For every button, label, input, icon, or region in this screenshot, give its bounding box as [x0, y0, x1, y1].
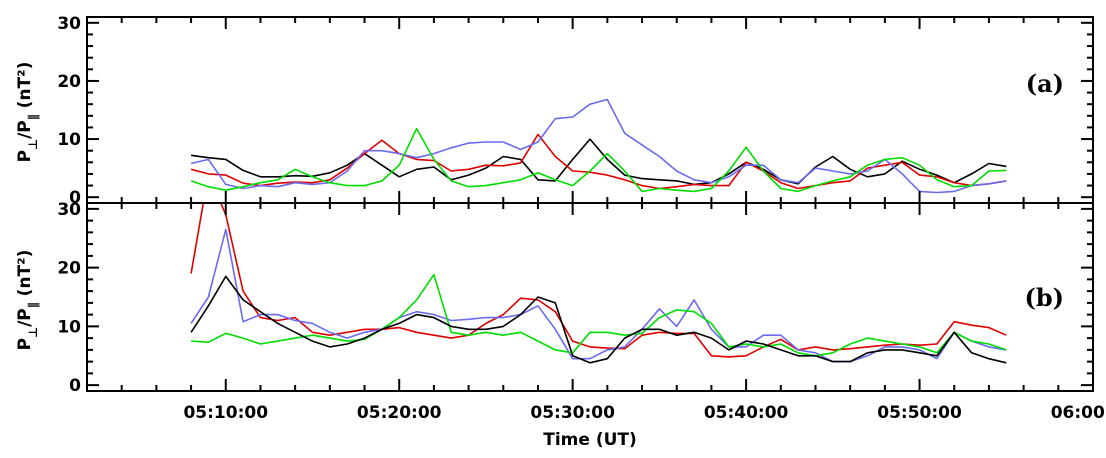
panel-a-ylabel: P⊥/P∥ (nT²): [15, 62, 40, 163]
x-tick-label: 06:00:00: [1051, 403, 1106, 423]
panel-a-tag: (a): [1026, 69, 1064, 98]
panel-b-ylabel: P⊥/P∥ (nT²): [15, 250, 40, 351]
panel-a-ytick-label: 10: [57, 130, 81, 150]
x-axis-title: Time (UT): [543, 430, 637, 450]
panel-a-axes: 0 10 20 30: [57, 14, 1094, 208]
panel-a-ytick-label: 0: [69, 188, 81, 208]
panel-a-series-red-line: [190, 133, 1007, 190]
panel-b-series-green-line: [191, 273, 1007, 357]
panel-b-series-black-line: [190, 275, 1007, 364]
panel-b-ytick-label: 20: [57, 259, 81, 279]
panel-b-tag: (b): [1025, 283, 1065, 312]
x-tick-label: 05:10:00: [183, 403, 268, 423]
panel-a-frame: [86, 16, 1094, 204]
panel-a-ytick-label: 20: [57, 72, 81, 92]
panel-b-ytick-label: 30: [57, 200, 81, 220]
x-tick-label: 05:30:00: [530, 403, 615, 423]
panel-b-ytick-label: 0: [69, 376, 81, 396]
x-axis-labels: 05:10:00 05:20:00 05:30:00 05:40:00 05:50:00…: [183, 403, 1106, 423]
panel-b: 0 10 20 30 (b) P⊥/P∥ (nT²): [15, 200, 1094, 396]
panel-b-series-red-line: [190, 203, 1007, 358]
panel-b-series-blue-line: [190, 228, 1007, 363]
panel-b-axes: 0 10 20 30: [57, 200, 1094, 396]
panel-a-ytick-label: 30: [57, 14, 81, 34]
panel-a-series-green-line: [190, 127, 1007, 193]
panel-b-frame: [86, 202, 1094, 392]
x-tick-label: 05:20:00: [357, 403, 442, 423]
x-tick-label: 05:40:00: [704, 403, 789, 423]
panel-a-series-blue-line: [190, 98, 1007, 194]
panel-b-ytick-label: 10: [57, 317, 81, 337]
panel-a: 0 10 20 30 (a) P⊥/P∥ (nT²): [15, 14, 1094, 208]
panel-a-series-black-line: [190, 138, 1007, 186]
panel-a-lines: [190, 98, 1007, 194]
x-tick-label: 05:50:00: [877, 403, 962, 423]
panel-b-lines: [190, 203, 1007, 364]
